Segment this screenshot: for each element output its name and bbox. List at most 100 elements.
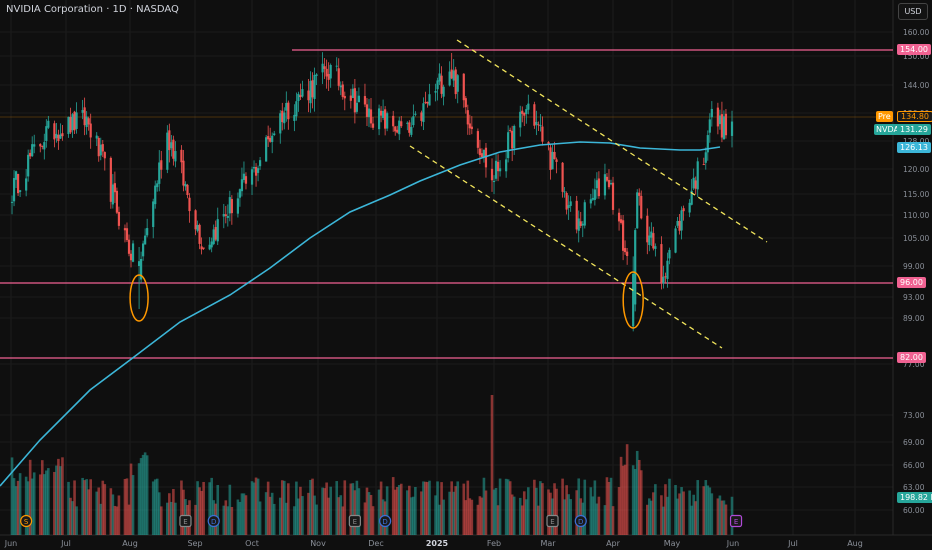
event-badge-circle [379,514,392,528]
candle [200,237,203,255]
event-badge-letter: S [24,518,29,526]
candle [426,101,429,108]
candle [73,110,76,135]
x-tick-label: Aug [122,539,138,548]
x-tick-label: Apr [606,539,621,548]
volume-bar [678,493,681,535]
candle-body [595,180,598,189]
candle [680,206,683,240]
y-tick-label: 77.00 [903,360,925,369]
candle-body [476,131,479,148]
candle-body [287,102,290,120]
x-tick-label: Dec [368,539,383,548]
candle [95,132,98,147]
candle [335,57,338,72]
volume-bar [547,489,550,535]
candle [547,141,550,151]
volume-bar [690,505,693,535]
candle-body [230,199,233,214]
volume-bar [95,491,99,535]
volume-bar [89,479,92,535]
candle [448,61,451,87]
volume-bar [321,487,324,535]
candle [295,92,298,121]
candle [97,136,100,162]
candle-body [507,132,510,159]
candle-body [422,103,425,123]
candle-body [57,134,60,141]
candle-body [137,261,141,266]
candle-body [83,107,86,126]
candle [29,149,32,160]
volume-bar [609,477,613,535]
candle [349,88,352,109]
candle [299,83,302,101]
volume-bar [702,486,706,535]
volume-bar [103,484,107,535]
volume-bar [490,395,494,535]
x-tick-label: Aug [847,539,863,548]
currency-button[interactable]: USD [898,3,928,20]
candle [438,63,441,86]
candle [541,116,544,146]
candle-body [297,93,300,102]
candle-body [172,139,175,159]
candle [476,128,479,154]
candle [591,188,594,202]
candle [371,116,375,131]
candle-body [539,125,542,127]
volume-bar [462,483,466,535]
candle [626,248,629,265]
candle [682,205,685,221]
candle [464,96,467,114]
volume-bar [81,477,84,535]
volume-bar [518,497,522,535]
candle-body [87,118,90,125]
candle [617,208,621,231]
candle [450,52,453,80]
volume-bar [87,489,90,535]
candle-body [25,178,28,191]
horizontal-levels [0,49,893,359]
candle [226,204,229,227]
candle [152,198,155,239]
august-low-marker [129,274,149,322]
candle-body [337,68,340,86]
candle-body [240,179,244,192]
volume-bar [650,500,653,535]
volume-bar [434,495,437,535]
candle-body [236,198,240,214]
volume-bar [561,478,564,535]
x-tick-label: Jul [60,539,71,548]
candle-body [519,111,522,128]
volume-bar [157,492,161,535]
y-tick-label: 69.00 [903,438,925,447]
candle-body [480,153,484,158]
volume-bar [706,485,710,535]
candle-body [216,219,219,242]
volume-bar [720,500,724,535]
event-badge-circle [20,514,33,528]
volume-bar [153,479,157,535]
candle [158,150,161,192]
volume-bar [226,506,230,535]
candle [636,189,639,229]
premarket-price-label: 134.80 [897,111,932,122]
volume-bar [468,498,472,535]
event-badge: E [546,514,559,528]
volume-bar [662,506,665,535]
y-tick-label: 60.00 [903,506,925,515]
volume-bar [252,482,256,535]
candle [456,73,459,104]
volume-bar [168,493,171,535]
volume-bar [464,500,468,535]
volume-bar [228,484,232,535]
candle [605,173,609,183]
volume-bar [603,505,607,535]
y-tick-label: 160.00 [903,28,929,37]
candle-body [382,110,385,118]
candle [674,225,677,254]
candle [186,183,189,199]
y-tick-label: 99.00 [903,262,925,271]
